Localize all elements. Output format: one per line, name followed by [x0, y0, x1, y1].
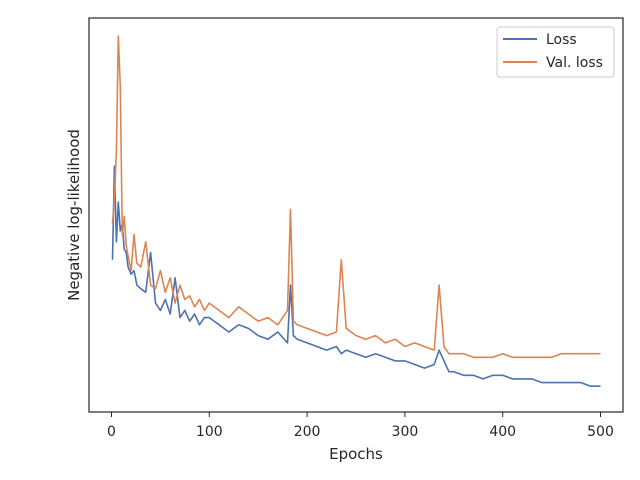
series-line-val-loss [111, 35, 601, 359]
x-axis-label: Epochs [329, 445, 383, 463]
x-tick-label: 500 [587, 424, 614, 440]
series-layer [111, 35, 601, 388]
legend-label-loss: Loss [546, 32, 577, 48]
x-tick-label: 0 [107, 424, 116, 440]
legend-label-val-loss: Val. loss [546, 55, 603, 71]
series-line-loss [111, 165, 601, 388]
y-axis-label: Negative log-likelihood [65, 129, 83, 301]
x-tick-label: 200 [294, 424, 321, 440]
x-tick-label: 300 [392, 424, 419, 440]
x-axis: 0 100 200 300 400 500 [107, 412, 614, 440]
plot-frame [88, 17, 624, 413]
legend: Loss Val. loss [496, 26, 615, 78]
x-tick-label: 100 [196, 424, 223, 440]
x-tick-label: 400 [489, 424, 516, 440]
